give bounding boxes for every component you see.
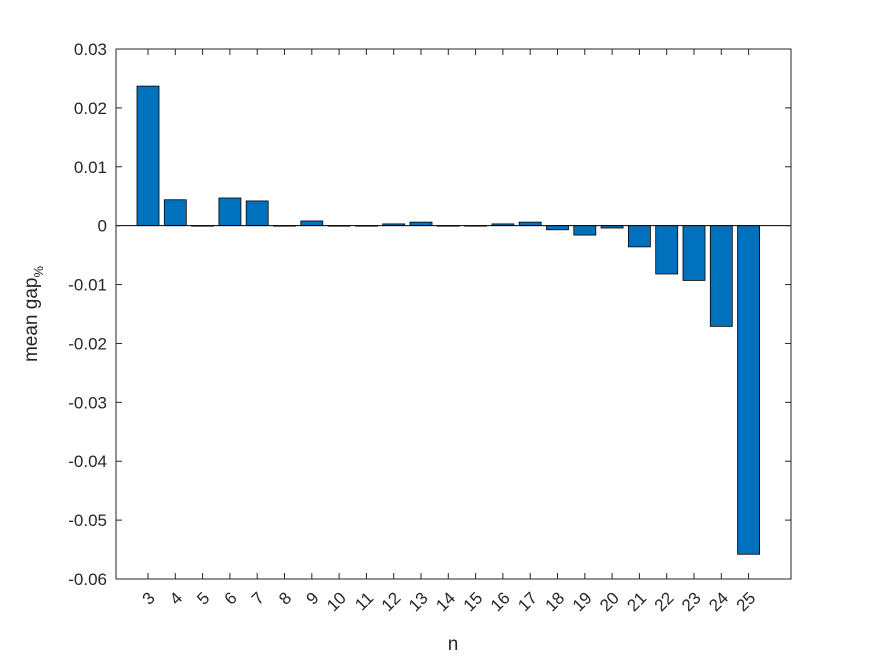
y-tick-label: -0.03 [68, 393, 107, 412]
y-tick-label: -0.06 [68, 570, 107, 589]
y-axis-label: mean gap% [21, 266, 46, 363]
bar-22 [655, 225, 679, 275]
y-tick-label: 0.02 [74, 99, 107, 118]
bar-21 [628, 225, 651, 248]
y-tick-label: 0 [98, 217, 107, 236]
y-tick-label: -0.05 [68, 511, 107, 530]
bar-9 [300, 220, 324, 227]
y-tick-label: 0.01 [74, 158, 107, 177]
x-axis-label: n [448, 634, 459, 655]
bar-6 [218, 197, 242, 227]
bar-25 [737, 225, 760, 555]
bar-23 [682, 225, 706, 281]
bar-4 [163, 199, 187, 227]
plot-box [115, 48, 792, 580]
plot-area [115, 48, 792, 580]
bars [116, 85, 791, 555]
bar-17 [518, 221, 542, 227]
bar-19 [573, 225, 597, 236]
bar-13 [409, 221, 433, 227]
bar-18 [546, 225, 569, 231]
bar-3 [136, 85, 160, 227]
y-tick-label: -0.01 [68, 276, 107, 295]
y-axis-label-subscript: % [31, 266, 46, 278]
y-axis: -0.06 -0.05 -0.04 -0.03 -0.02 -0.01 0 0.01 0.02 0… [68, 40, 791, 589]
y-axis-label-main: mean gap [21, 278, 42, 363]
bar-7 [245, 200, 269, 227]
y-tick-label: 0.03 [74, 40, 107, 59]
bar-24 [709, 225, 733, 327]
y-tick-label: -0.04 [68, 452, 107, 471]
y-tick-label: -0.02 [68, 334, 107, 353]
